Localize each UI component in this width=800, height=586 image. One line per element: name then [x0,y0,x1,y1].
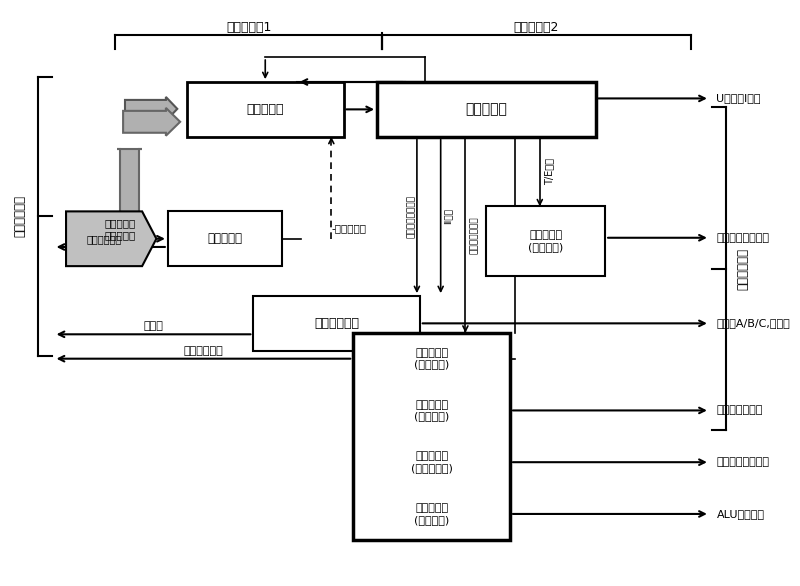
Text: 指令比较器
(算术指令): 指令比较器 (算术指令) [414,503,450,524]
Text: 指令计数器: 指令计数器 [207,232,242,246]
Text: II比器: II比器 [444,209,453,224]
Bar [377,82,596,137]
Bar [353,333,510,540]
Text: 去执行流水线: 去执行流水线 [737,248,750,289]
Text: 乘除法控制信号: 乘除法控制信号 [717,406,762,415]
Bar [168,212,282,266]
Text: 指令移位器: 指令移位器 [246,103,284,116]
Text: U比特和I比特: U比特和I比特 [717,93,761,103]
Text: 译码流水线2: 译码流水线2 [514,21,559,34]
Text: 执行单元选择信号: 执行单元选择信号 [717,233,770,243]
FancyArrow shape [123,108,180,136]
Bar [187,82,344,137]
Text: 跳转控制信号: 跳转控制信号 [183,346,223,356]
Bar [254,296,420,351]
Text: 操作数命令存储: 操作数命令存储 [470,216,478,254]
Text: -比特偏移数: -比特偏移数 [331,223,366,233]
Text: 需要读取的
指令字节数: 需要读取的 指令字节数 [105,218,136,240]
Text: 立即数: 立即数 [143,321,163,331]
Text: ALU控制信号: ALU控制信号 [717,509,765,519]
Bar [486,206,605,276]
Text: 指令比较器
(跳转指令): 指令比较器 (跳转指令) [414,348,450,370]
Text: 操作数A/B/C,立即数: 操作数A/B/C,立即数 [717,318,790,328]
Text: 指令比较器
(乘除指令): 指令比较器 (乘除指令) [414,400,450,421]
Text: 指令数据总线: 指令数据总线 [86,234,122,244]
Text: 指令缓存器: 指令缓存器 [466,103,507,117]
Text: 操作数选择器: 操作数选择器 [314,317,359,330]
Text: 指令比较器
(指令类型): 指令比较器 (指令类型) [528,230,563,252]
FancyArrow shape [125,97,178,121]
Polygon shape [66,212,156,266]
Text: 位操作器控制信号: 位操作器控制信号 [717,457,770,467]
Text: 译码流水线1: 译码流水线1 [226,21,271,34]
Text: 指令比较器
(位操作指令): 指令比较器 (位操作指令) [410,451,453,473]
Text: 指令操作字段命令: 指令操作字段命令 [406,195,416,238]
Text: 去取指流水线: 去取指流水线 [14,195,27,237]
FancyArrow shape [118,149,142,236]
Text: T/E比较: T/E比较 [544,158,554,185]
